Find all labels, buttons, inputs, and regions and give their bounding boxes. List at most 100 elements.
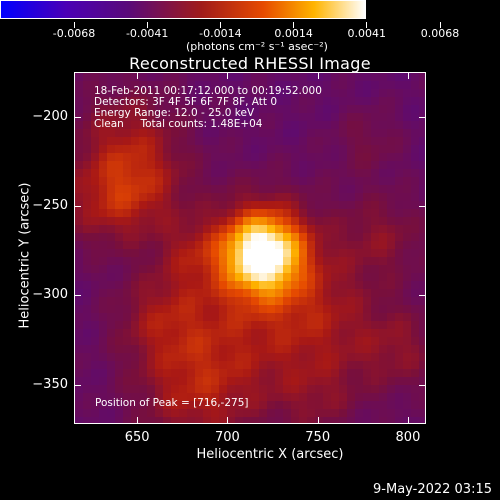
heatmap-cell — [331, 201, 340, 210]
colorbar-tick-label: 0.0068 — [420, 27, 460, 40]
heatmap-cell — [83, 313, 92, 322]
heatmap-cell — [307, 97, 316, 106]
heatmap-cell — [243, 273, 252, 282]
heatmap-cell — [395, 81, 404, 90]
heatmap-cell — [251, 97, 260, 106]
heatmap-cell — [395, 345, 404, 354]
heatmap-cell — [163, 113, 172, 122]
heatmap-cell — [219, 137, 228, 146]
heatmap-cell — [131, 337, 140, 346]
heatmap-cell — [139, 281, 148, 290]
heatmap-cell — [395, 369, 404, 378]
heatmap-cell — [163, 201, 172, 210]
heatmap-cell — [395, 401, 404, 410]
heatmap-cell — [123, 353, 132, 362]
x-tick — [227, 72, 229, 79]
heatmap-cell — [227, 401, 236, 410]
heatmap-cell — [387, 353, 396, 362]
heatmap-cell — [195, 201, 204, 210]
heatmap-cell — [355, 369, 364, 378]
heatmap-cell — [211, 97, 220, 106]
heatmap-cell — [315, 113, 324, 122]
heatmap-cell — [139, 297, 148, 306]
heatmap-cell — [139, 137, 148, 146]
heatmap-cell — [331, 393, 340, 402]
heatmap-cell — [379, 313, 388, 322]
heatmap-cell — [339, 409, 348, 418]
heatmap-cell — [75, 225, 84, 234]
heatmap-cell — [147, 289, 156, 298]
heatmap-cell — [315, 313, 324, 322]
heatmap-cell — [227, 369, 236, 378]
heatmap-cell — [299, 193, 308, 202]
heatmap-cell — [275, 217, 284, 226]
heatmap-cell — [107, 377, 116, 386]
heatmap-cell — [211, 145, 220, 154]
heatmap-cell — [139, 313, 148, 322]
heatmap-cell — [203, 89, 212, 98]
heatmap-cell — [283, 377, 292, 386]
heatmap-cell — [171, 313, 180, 322]
heatmap-cell — [323, 185, 332, 194]
heatmap-cell — [99, 81, 108, 90]
heatmap-cell — [363, 153, 372, 162]
heatmap-cell — [371, 137, 380, 146]
heatmap-cell — [355, 337, 364, 346]
heatmap-cell — [243, 417, 252, 423]
heatmap-cell — [123, 297, 132, 306]
heatmap-cell — [83, 249, 92, 258]
heatmap-cell — [283, 289, 292, 298]
heatmap-cell — [115, 369, 124, 378]
heatmap-cell — [379, 337, 388, 346]
heatmap-cell — [227, 185, 236, 194]
heatmap-cell — [267, 369, 276, 378]
heatmap-cell — [211, 161, 220, 170]
heatmap-cell — [219, 313, 228, 322]
heatmap-cell — [139, 201, 148, 210]
heatmap-cell — [291, 337, 300, 346]
heatmap-cell — [115, 313, 124, 322]
heatmap-cell — [395, 177, 404, 186]
heatmap-cell — [243, 385, 252, 394]
heatmap-cell — [355, 193, 364, 202]
heatmap-cell — [219, 385, 228, 394]
heatmap-cell — [403, 417, 412, 423]
heatmap-cell — [419, 73, 425, 82]
heatmap-cell — [363, 337, 372, 346]
x-tick-label: 750 — [305, 430, 331, 445]
heatmap-cell — [379, 241, 388, 250]
heatmap-cell — [107, 393, 116, 402]
heatmap-cell — [307, 257, 316, 266]
heatmap-cell — [299, 409, 308, 418]
heatmap-cell — [83, 89, 92, 98]
heatmap-cell — [115, 129, 124, 138]
heatmap-cell — [387, 345, 396, 354]
heatmap-cell — [123, 241, 132, 250]
heatmap-cell — [179, 377, 188, 386]
heatmap-cell — [267, 249, 276, 258]
heatmap-cell — [251, 305, 260, 314]
heatmap-cell — [139, 73, 148, 82]
heatmap-cell — [307, 281, 316, 290]
heatmap-cell — [163, 145, 172, 154]
heatmap-cell — [299, 265, 308, 274]
heatmap-cell — [219, 409, 228, 418]
heatmap-cell — [219, 81, 228, 90]
heatmap-cell — [331, 145, 340, 154]
heatmap-cell — [387, 177, 396, 186]
heatmap-cell — [291, 313, 300, 322]
heatmap-cell — [379, 417, 388, 423]
heatmap-cell — [299, 305, 308, 314]
heatmap-cell — [91, 297, 100, 306]
heatmap-cell — [283, 113, 292, 122]
heatmap-cell — [379, 377, 388, 386]
heatmap-cell — [419, 81, 425, 90]
heatmap-cell — [267, 401, 276, 410]
heatmap-cell — [363, 289, 372, 298]
heatmap-cell — [83, 241, 92, 250]
heatmap-cell — [411, 369, 420, 378]
heatmap-cell — [83, 305, 92, 314]
heatmap-cell — [203, 385, 212, 394]
heatmap-cell — [355, 289, 364, 298]
colorbar-tick-label: 0.0014 — [274, 27, 313, 40]
